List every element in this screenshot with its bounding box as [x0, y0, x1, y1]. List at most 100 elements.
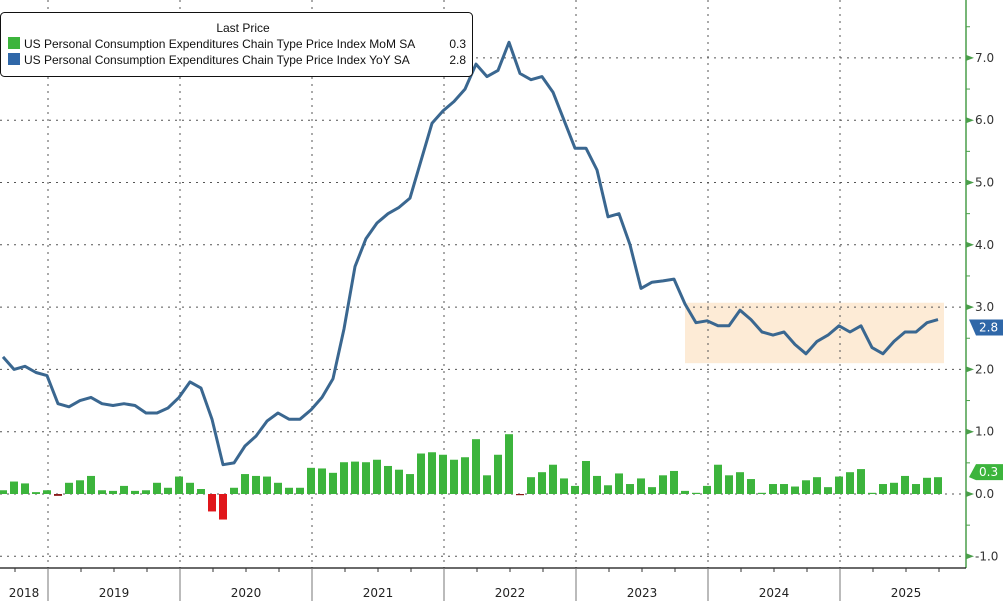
yoy-line [1, 40, 939, 467]
mom-bar [274, 482, 282, 494]
mom-bar [912, 484, 920, 494]
mom-bar [87, 475, 95, 494]
mom-bar [428, 452, 436, 494]
mom-bar [494, 454, 502, 494]
mom-bar [890, 482, 898, 494]
mom-bar [901, 475, 909, 494]
mom-bar [329, 472, 337, 494]
mom-bar [285, 487, 293, 494]
mom-bar [362, 462, 370, 494]
mom-bar [318, 468, 326, 494]
mom-bar [736, 472, 744, 494]
legend-swatch-mom [8, 37, 20, 49]
mom-bar [98, 490, 106, 494]
legend: Last Price US Personal Consumption Expen… [0, 12, 473, 77]
mom-bar [538, 472, 546, 494]
y-tick-mark [966, 54, 974, 61]
mom-bar [813, 477, 821, 494]
y-tick-mark [966, 491, 974, 497]
mom-bar [164, 487, 172, 494]
mom-bar [626, 484, 634, 494]
mom-bar [670, 470, 678, 494]
mom-bar [681, 490, 689, 494]
y-tick-mark [966, 241, 974, 248]
mom-bar [461, 457, 469, 494]
mom-bar [65, 482, 73, 494]
mom-bar [120, 485, 128, 494]
mom-bar [241, 474, 249, 494]
mom-bar [758, 492, 766, 494]
y-tick-label: 6.0 [975, 113, 994, 127]
mom-bar [142, 490, 150, 494]
mom-bar [571, 485, 579, 494]
mom-bar [582, 460, 590, 494]
mom-bar [505, 434, 513, 494]
legend-title: Last Price [216, 21, 270, 35]
mom-bar [340, 462, 348, 494]
mom-bar [54, 494, 62, 496]
mom-bar [0, 490, 7, 494]
x-year-label: 2025 [891, 586, 922, 600]
mom-bar [307, 467, 315, 494]
y-tick-mark [966, 304, 974, 311]
y-tick-label: 7.0 [975, 51, 994, 65]
y-axis: -1.0 0.0 1.0 2.0 3.0 4.0 5.0 6.0 7.0 [965, 0, 998, 568]
mom-bar [406, 474, 414, 494]
mom-bar [373, 459, 381, 494]
mom-bar [780, 484, 788, 494]
yoy-last-tag: 2.8 [969, 319, 1003, 336]
mom-bar [263, 476, 271, 494]
y-tick-mark [966, 428, 974, 435]
legend-label-yoy: US Personal Consumption Expenditures Cha… [24, 53, 410, 67]
mom-bar [10, 481, 18, 494]
mom-bar [857, 469, 865, 494]
mom-bar [637, 478, 645, 494]
mom-bar [791, 486, 799, 494]
mom-bar [725, 475, 733, 494]
mom-bar [802, 480, 810, 494]
y-tick-label: 5.0 [975, 176, 994, 190]
yoy-last-tag-text: 2.8 [979, 321, 998, 335]
mom-bar [879, 484, 887, 494]
mom-bar [747, 479, 755, 494]
mom-bar [450, 459, 458, 494]
mom-bars [0, 434, 942, 520]
mom-bar [395, 469, 403, 494]
y-tick-label: -1.0 [975, 549, 998, 563]
mom-bar [824, 487, 832, 494]
mom-bar [483, 475, 491, 494]
y-tick-label: 2.0 [975, 362, 994, 376]
mom-bar [472, 439, 480, 494]
x-year-label: 2024 [759, 586, 790, 600]
mom-bar [692, 492, 700, 494]
mom-bar [252, 475, 260, 494]
mom-last-tag-shape [969, 464, 1003, 481]
y-tick-mark [966, 553, 974, 560]
mom-bar [648, 487, 656, 494]
mom-bar [527, 477, 535, 494]
mom-bar [923, 477, 931, 494]
mom-last-tag: 0.3 [969, 464, 1003, 481]
highlight-band [685, 302, 944, 364]
mom-bar [615, 473, 623, 494]
legend-box [0, 12, 473, 77]
yoy-line-group [1, 40, 939, 467]
mom-bar [230, 487, 238, 494]
legend-swatch-yoy [8, 53, 20, 65]
mom-bar [417, 453, 425, 494]
y-tick-mark [966, 366, 974, 373]
x-axis: 2018 2019 2020 2021 2022 2023 2024 2025 [0, 567, 966, 601]
y-tick-mark [966, 179, 974, 186]
y-tick-label: 0.0 [975, 487, 994, 501]
legend-value-yoy: 2.8 [449, 53, 466, 67]
mom-bar [549, 464, 557, 494]
mom-bar [439, 454, 447, 494]
mom-bar [868, 492, 876, 494]
mom-bar [21, 483, 29, 494]
x-year-label: 2021 [363, 586, 394, 600]
mom-bar [769, 484, 777, 494]
highlight-band-group [685, 302, 944, 364]
y-tick-label: 4.0 [975, 238, 994, 252]
